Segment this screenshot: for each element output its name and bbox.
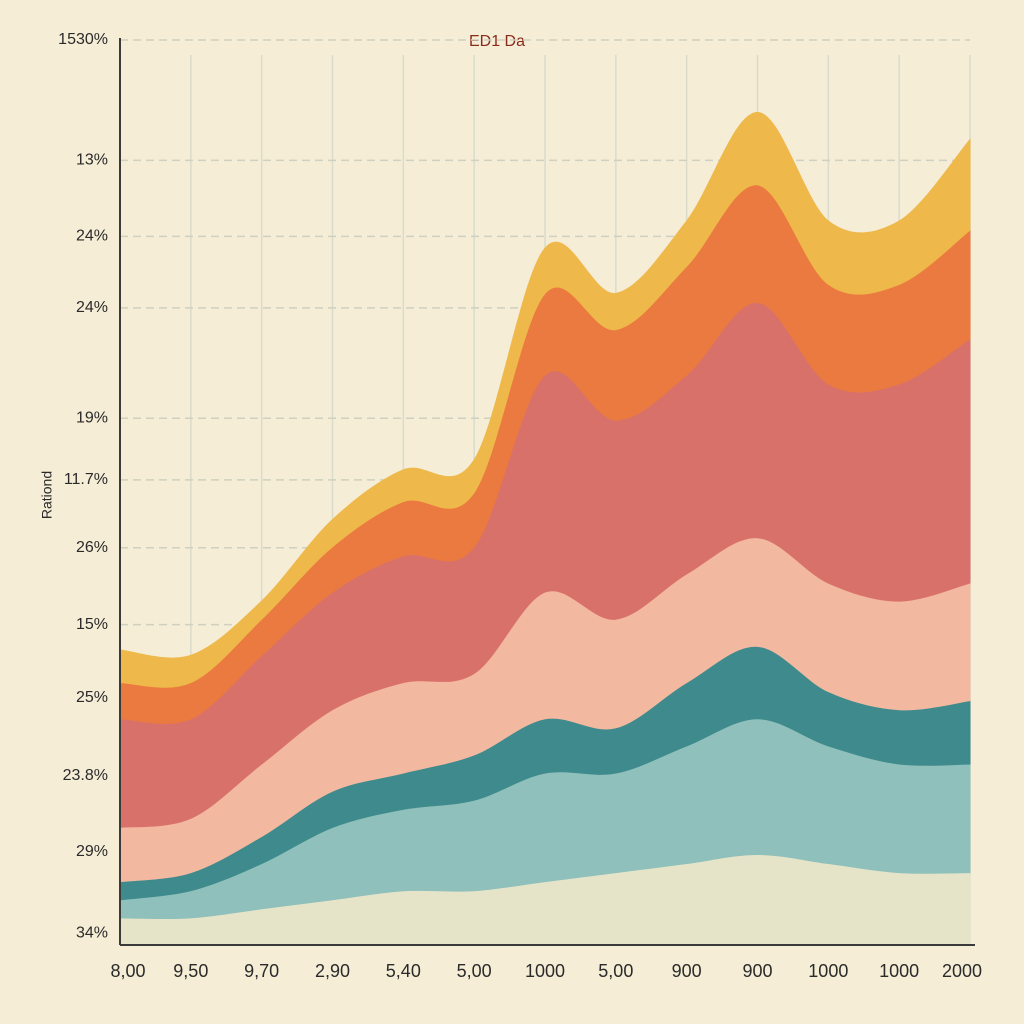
x-tick-label: 1000 (879, 961, 919, 981)
y-tick-label: 15% (76, 616, 108, 633)
x-tick-label: 1000 (525, 961, 565, 981)
area-layer (119, 111, 971, 688)
x-tick-label: 9,70 (244, 961, 279, 981)
y-tick-label: 24% (76, 228, 108, 245)
x-tick-label: 9,50 (173, 961, 208, 981)
chart-title: ED1 Da (469, 33, 525, 50)
x-tick-label: 900 (672, 961, 702, 981)
y-axis-label: Rationd (39, 471, 55, 519)
y-tick-label: 26% (76, 539, 108, 556)
x-tick-label: 5,00 (598, 961, 633, 981)
y-tick-label: 29% (76, 843, 108, 860)
x-tick-label: 5,00 (457, 961, 492, 981)
x-tick-label: 900 (742, 961, 772, 981)
y-tick-label: 11.7% (64, 471, 108, 488)
y-tick-label: 23.8% (63, 767, 108, 784)
y-tick-label: 13% (76, 152, 108, 169)
x-tick-label: 2000 (942, 961, 982, 981)
y-tick-label: 1530% (58, 31, 108, 48)
x-tick-label: 2,90 (315, 961, 350, 981)
y-tick-label: 19% (76, 410, 108, 427)
x-tick-label: 5,40 (386, 961, 421, 981)
y-tick-label: 25% (76, 689, 108, 706)
x-tick-label: 8,00 (110, 961, 145, 981)
y-tick-label: 34% (76, 924, 108, 941)
y-tick-label: 24% (76, 299, 108, 316)
x-tick-label: 1000 (808, 961, 848, 981)
